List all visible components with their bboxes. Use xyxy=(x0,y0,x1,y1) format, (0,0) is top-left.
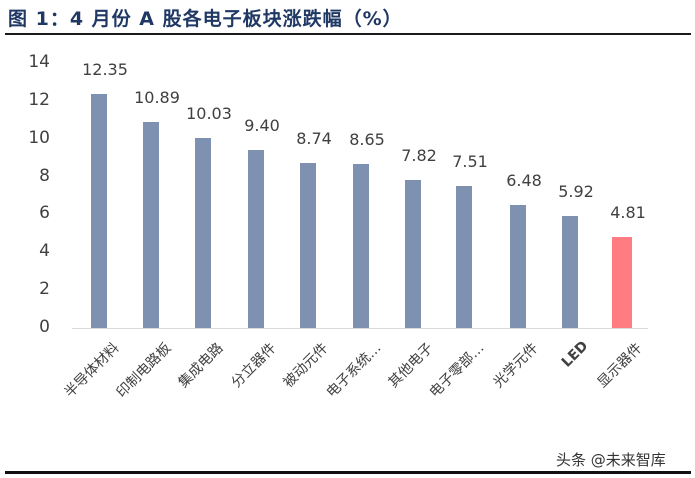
bar-3 xyxy=(248,150,264,328)
x-tick-label: 印制电路板 xyxy=(113,340,175,401)
bar-5 xyxy=(353,164,369,328)
y-tick-label: 0 xyxy=(39,317,50,337)
x-tick-label: 集成电路 xyxy=(175,340,227,392)
x-tick-label: 显示器件 xyxy=(594,340,646,392)
title-divider xyxy=(5,33,691,35)
x-tick-label: 电子系统… xyxy=(323,340,385,401)
y-tick-label: 4 xyxy=(39,241,50,262)
bar-7 xyxy=(456,185,472,328)
value-label: 6.48 xyxy=(506,171,542,191)
x-tick-label: 电子零部… xyxy=(426,340,488,401)
bar-1 xyxy=(143,121,159,328)
chart-title: 图 1：4 月份 A 股各电子板块涨跌幅（%） xyxy=(8,8,403,30)
value-label: 12.35 xyxy=(82,60,128,80)
value-label: 8.74 xyxy=(296,128,332,148)
y-tick-label: 2 xyxy=(39,279,50,300)
y-tick-label: 12 xyxy=(28,89,50,110)
bar-10 xyxy=(612,236,632,328)
bar-2 xyxy=(195,138,211,328)
x-tick-label: 半导体材料 xyxy=(61,340,123,401)
bar-6 xyxy=(405,179,421,328)
value-label: 9.40 xyxy=(244,116,280,136)
value-label: 4.81 xyxy=(610,202,646,222)
bottom-divider xyxy=(5,471,691,474)
value-label: 10.03 xyxy=(186,104,232,124)
value-label: 7.82 xyxy=(401,145,437,165)
x-tick-label: 分立器件 xyxy=(228,340,280,392)
x-axis-line xyxy=(72,328,648,329)
y-tick-label: 6 xyxy=(39,203,50,224)
x-tick-label: 光学元件 xyxy=(490,340,542,392)
y-tick-label: 8 xyxy=(39,165,50,186)
y-tick-label: 14 xyxy=(28,52,50,72)
value-label: 7.51 xyxy=(452,151,488,171)
bar-8 xyxy=(510,205,526,328)
x-tick-label: LED xyxy=(558,338,592,371)
bar-0 xyxy=(91,94,107,328)
y-tick-label: 10 xyxy=(28,127,50,148)
value-label: 8.65 xyxy=(349,130,385,150)
value-label: 5.92 xyxy=(558,181,594,201)
bar-9 xyxy=(562,215,578,328)
watermark: 头条 @未来智库 xyxy=(556,451,666,469)
bar-4 xyxy=(300,162,316,328)
value-label: 10.89 xyxy=(134,87,180,107)
